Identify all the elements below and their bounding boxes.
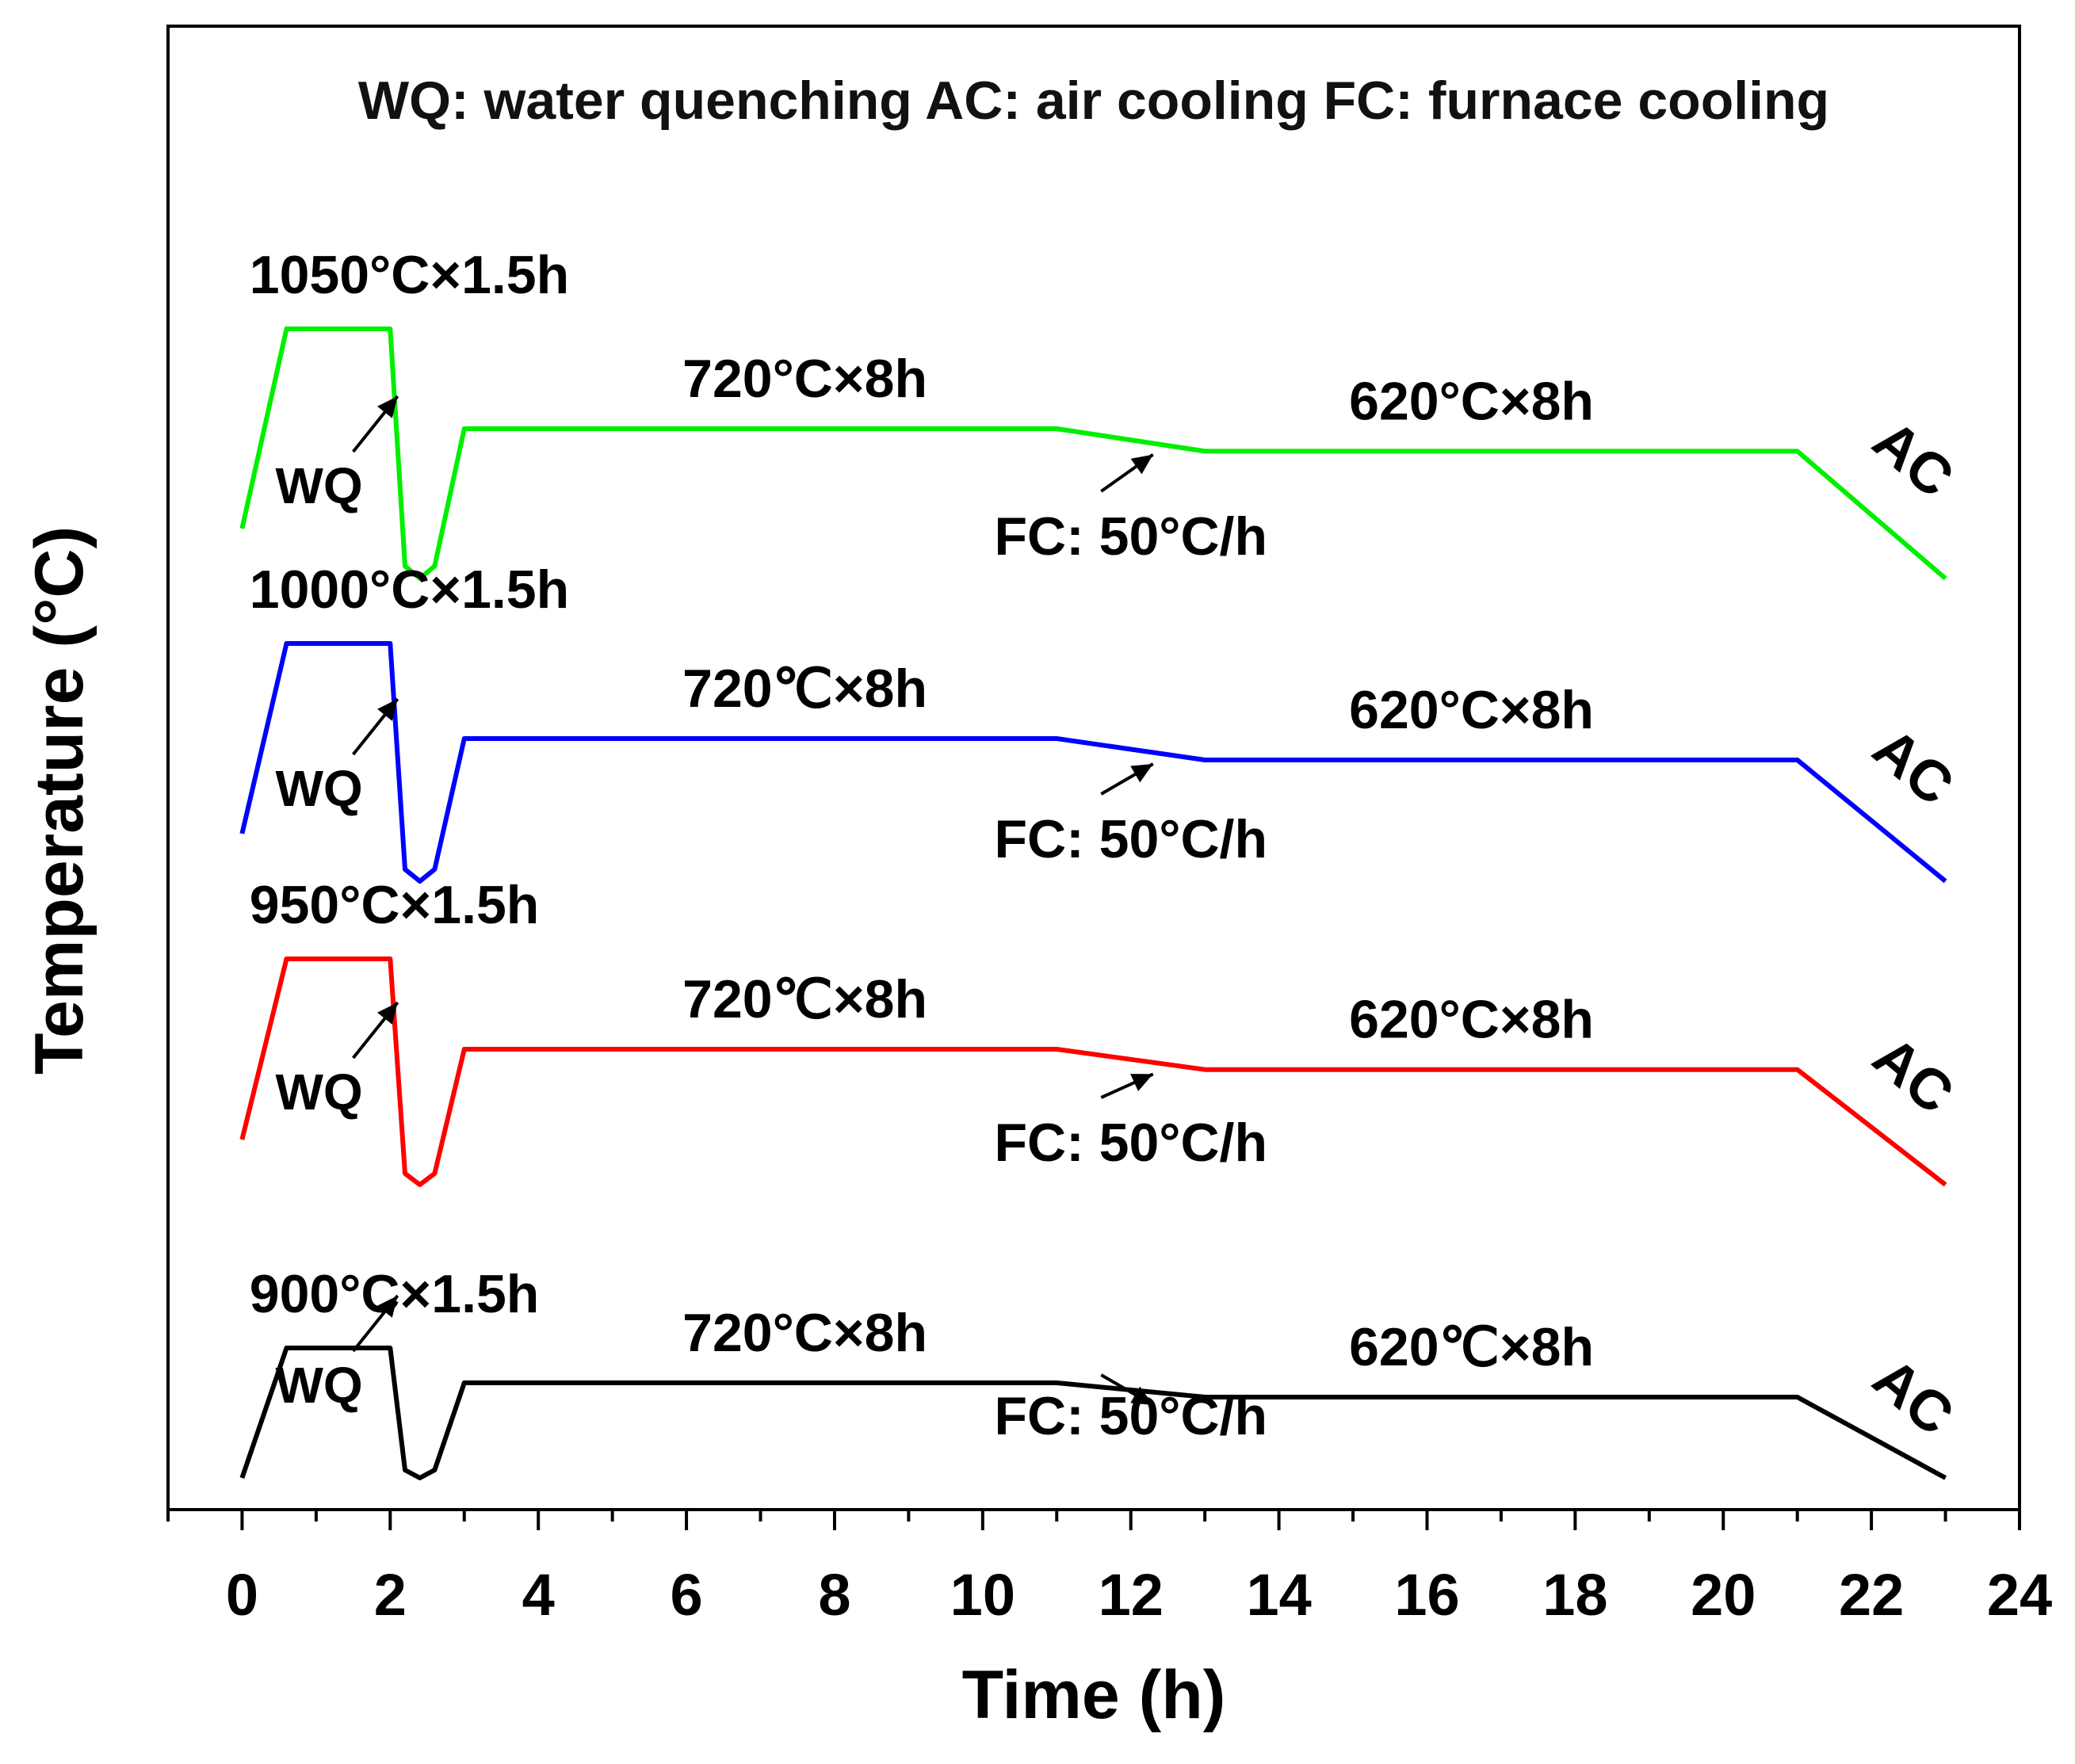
plot-frame: [166, 25, 2021, 1511]
label-temper2-3: 620℃×8h: [1349, 1317, 1594, 1377]
label-austenitize-1: 1000°C×1.5h: [250, 559, 569, 620]
x-tick-label: 24: [1987, 1562, 2052, 1628]
label-air-0: AC: [1861, 408, 1965, 510]
x-tick-label: 22: [1839, 1562, 1904, 1628]
arrowhead-quench-1: [377, 699, 398, 721]
x-tick-label: 12: [1099, 1562, 1164, 1628]
y-axis-label: Temperature (°C): [21, 526, 97, 1075]
arrowhead-quench-2: [377, 1002, 398, 1025]
x-tick-label: 6: [671, 1562, 703, 1628]
x-tick-label: 8: [818, 1562, 850, 1628]
label-temper1-1: 720℃×8h: [682, 659, 927, 719]
x-axis-label: Time (h): [962, 1657, 1226, 1733]
label-austenitize-2: 950°C×1.5h: [250, 875, 540, 935]
annotations-group: 1050°C×1.5h WQ 720°C×8h 620°C×8h FC: 50°C/h A…: [250, 245, 1966, 1448]
label-furnace-3: FC: 50°C/h: [994, 1386, 1267, 1446]
x-tick-label: 18: [1542, 1562, 1607, 1628]
arrowhead-furnace-1: [1130, 764, 1153, 783]
label-temper1-3: 720°C×8h: [682, 1303, 927, 1363]
label-quench-1: WQ: [275, 760, 362, 817]
arrowhead-quench-0: [377, 396, 398, 418]
x-axis-ticks: [166, 1510, 2021, 1530]
x-tick-label: 4: [522, 1562, 555, 1628]
x-tick-label: 14: [1246, 1562, 1311, 1628]
label-quench-0: WQ: [275, 457, 362, 514]
x-tick-label: 2: [374, 1562, 407, 1628]
label-furnace-2: FC: 50°C/h: [994, 1113, 1267, 1173]
arrowhead-furnace-0: [1130, 454, 1153, 475]
label-furnace-0: FC: 50°C/h: [994, 506, 1267, 567]
legend-note: WQ: water quenching AC: air cooling FC: …: [358, 71, 1829, 131]
x-tick-label: 20: [1691, 1562, 1756, 1628]
x-tick-label: 16: [1394, 1562, 1459, 1628]
label-temper1-2: 720℃×8h: [682, 969, 927, 1029]
arrowhead-furnace-2: [1130, 1074, 1153, 1092]
label-temper1-0: 720°C×8h: [682, 349, 927, 409]
series-line-0: [239, 326, 1947, 581]
label-air-3: AC: [1861, 1346, 1965, 1448]
label-quench-3: WQ: [275, 1357, 362, 1414]
label-furnace-1: FC: 50°C/h: [994, 809, 1267, 869]
series-line-1: [239, 641, 1947, 884]
x-tick-label: 10: [950, 1562, 1015, 1628]
label-quench-2: WQ: [275, 1063, 362, 1121]
label-austenitize-3: 900°C×1.5h: [250, 1264, 540, 1324]
label-temper2-2: 620°C×8h: [1349, 990, 1594, 1050]
arrowhead-quench-3: [377, 1296, 398, 1318]
label-temper2-1: 620°C×8h: [1349, 680, 1594, 740]
arrowhead-furnace-3: [1130, 1386, 1153, 1405]
x-axis-tick-labels: 0 2 4 6 8 10 12 14 16 18 20 22 24: [226, 1562, 2052, 1628]
label-air-2: AC: [1861, 1025, 1965, 1126]
label-air-1: AC: [1861, 716, 1965, 818]
label-austenitize-0: 1050°C×1.5h: [250, 245, 569, 305]
series-line-2: [239, 956, 1947, 1187]
x-tick-label: 0: [226, 1562, 258, 1628]
label-temper2-0: 620°C×8h: [1349, 371, 1594, 431]
